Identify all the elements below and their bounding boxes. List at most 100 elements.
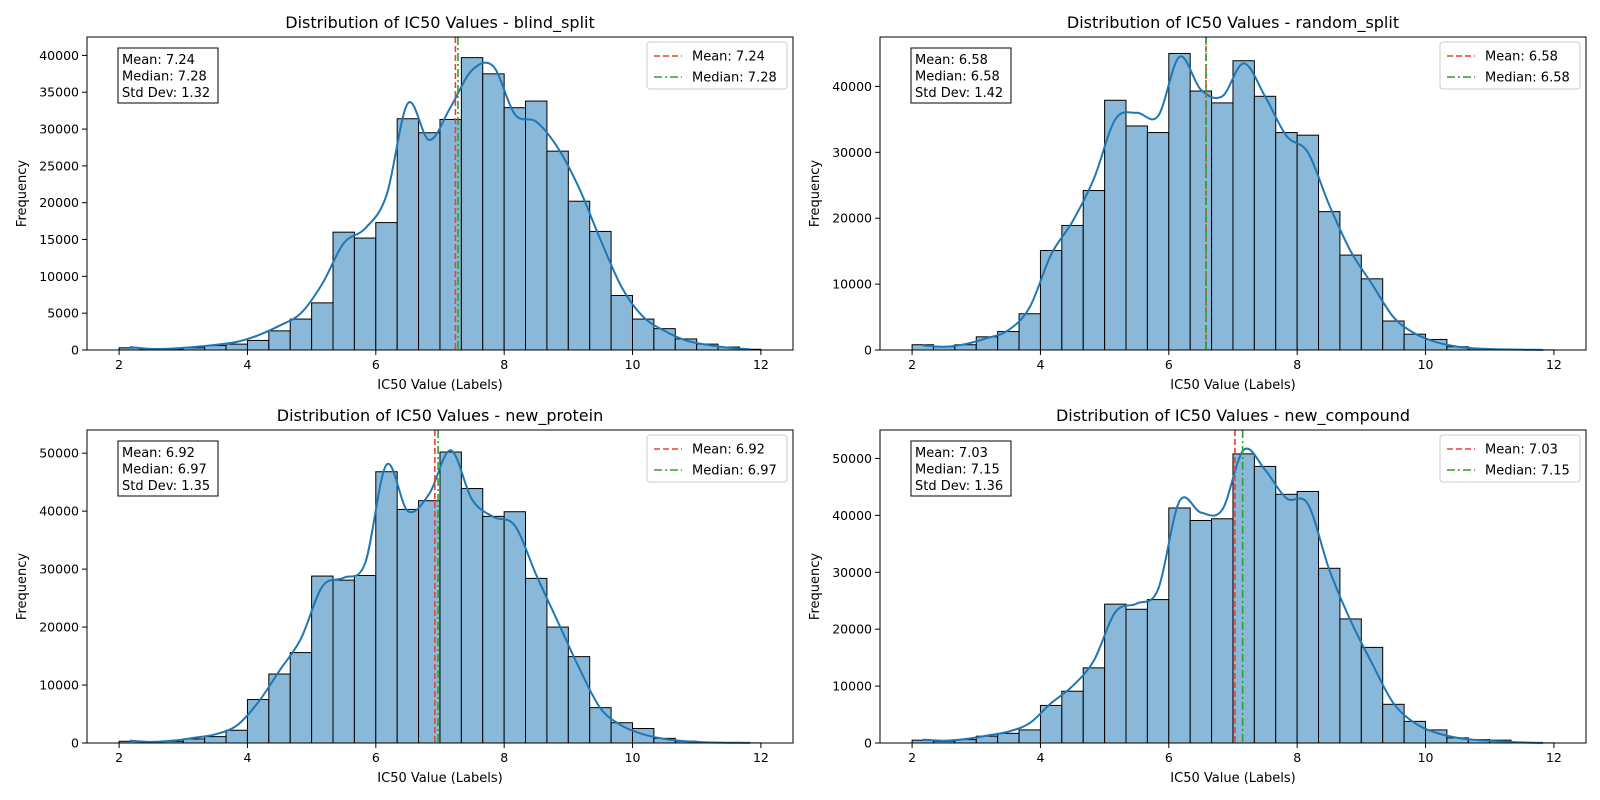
histogram-bar (589, 230, 612, 351)
histogram-bar (1061, 224, 1084, 351)
stats-line: Mean: 6.58 (915, 53, 988, 68)
x-tick-label: 6 (1165, 750, 1173, 765)
x-axis-label: IC50 Value (Labels) (1170, 771, 1295, 786)
legend-mean-label: Mean: 7.24 (692, 50, 765, 65)
y-tick-label: 0 (864, 343, 872, 358)
legend: Mean: 6.92 Median: 6.97 (646, 434, 788, 483)
x-tick-label: 6 (1165, 357, 1173, 372)
histogram-bar (1146, 599, 1170, 744)
histogram-bar (610, 295, 633, 351)
histogram-bar (1253, 465, 1277, 744)
y-axis-label: Frequency (15, 553, 30, 620)
stats-box-frame (910, 47, 1012, 104)
x-tick-label: 8 (500, 357, 508, 372)
y-tick-label: 20000 (832, 622, 872, 637)
histogram-bar (482, 73, 505, 351)
y-tick-label: 5000 (47, 306, 79, 321)
histogram-bar (1082, 667, 1106, 744)
histogram-bar (546, 626, 569, 744)
y-tick-label: 50000 (39, 446, 79, 461)
chart-panel-4: Distribution of IC50 Values - new_compou… (808, 406, 1587, 786)
histogram-bar (375, 222, 398, 351)
histogram-bar (289, 652, 313, 744)
y-tick-label: 30000 (39, 122, 79, 137)
stats-line: Mean: 7.24 (122, 53, 195, 68)
x-tick-label: 10 (625, 750, 641, 765)
x-tick-label: 2 (908, 357, 916, 372)
histogram-bar (332, 231, 355, 351)
x-tick-label: 4 (1036, 750, 1044, 765)
histogram-bar (1146, 132, 1170, 351)
stats-box-frame (117, 47, 219, 104)
histogram-bar (1168, 507, 1191, 744)
histogram-bar (289, 318, 313, 351)
x-axis-label: IC50 Value (Labels) (377, 378, 502, 393)
histogram-bar (311, 302, 334, 351)
legend-median-label: Median: 7.28 (692, 71, 777, 86)
kde-curve (129, 449, 751, 744)
x-axis-label: IC50 Value (Labels) (1170, 378, 1295, 393)
histogram-bar (1189, 519, 1213, 744)
stats-line: Median: 6.97 (122, 463, 207, 478)
histogram-bar (1382, 703, 1405, 744)
y-tick-label: 40000 (832, 79, 872, 94)
histogram-bar (246, 339, 270, 351)
histogram-bar (204, 736, 227, 744)
stats-line: Mean: 7.03 (915, 446, 988, 461)
histogram-bar (1082, 190, 1106, 351)
histogram-bar (1039, 249, 1063, 351)
histogram-bar (353, 574, 377, 744)
histogram-bars (911, 453, 1555, 744)
histogram-bar (1360, 278, 1384, 351)
histogram-bar (1061, 690, 1084, 744)
histogram-bars (118, 57, 762, 351)
histogram-bar (589, 707, 612, 744)
y-tick-label: 10000 (832, 679, 872, 694)
x-tick-label: 4 (243, 357, 251, 372)
histogram-bar (1296, 490, 1320, 744)
histogram-bar (418, 132, 441, 351)
chart-panel-1: Distribution of IC50 Values - blind_spli… (15, 13, 794, 393)
chart-title: Distribution of IC50 Values - blind_spli… (285, 13, 595, 33)
histogram-bar (396, 118, 420, 351)
x-tick-label: 2 (908, 750, 916, 765)
plot-frame (879, 36, 1587, 351)
plot-frame (879, 429, 1587, 744)
y-tick-label: 40000 (39, 48, 79, 63)
y-tick-label: 0 (71, 343, 79, 358)
chart-title: Distribution of IC50 Values - new_protei… (277, 406, 603, 426)
x-tick-label: 12 (753, 357, 769, 372)
chart-title: Distribution of IC50 Values - random_spl… (1067, 13, 1399, 33)
y-tick-label: 0 (71, 736, 79, 751)
histogram-bar (225, 343, 248, 351)
histogram-bar (268, 330, 291, 351)
histogram-bar (1232, 453, 1255, 744)
histogram-bar (997, 732, 1020, 744)
x-tick-label: 2 (115, 750, 123, 765)
histogram-bar (268, 673, 291, 744)
histogram-bar (1232, 60, 1255, 351)
histogram-bar (482, 515, 505, 744)
y-axis-label: Frequency (808, 160, 823, 227)
y-tick-label: 25000 (39, 158, 79, 173)
y-tick-label: 30000 (832, 145, 872, 160)
histogram-bar (246, 699, 270, 744)
y-axis-label: Frequency (808, 553, 823, 620)
histogram-bar (439, 451, 462, 744)
stats-box-frame (910, 440, 1012, 497)
histogram-bar (1211, 518, 1234, 744)
histogram-bar (503, 511, 527, 744)
histogram-bar (1125, 125, 1148, 351)
histogram-bar (353, 237, 377, 351)
stats-box-frame (117, 440, 219, 497)
histogram-bar (1403, 720, 1426, 744)
stats-line: Std Dev: 1.36 (915, 479, 1003, 494)
legend-mean-label: Mean: 7.03 (1485, 443, 1558, 458)
stats-line: Std Dev: 1.35 (122, 479, 210, 494)
x-tick-label: 10 (1418, 750, 1434, 765)
legend: Mean: 7.24 Median: 7.28 (646, 41, 788, 90)
kde-curve (129, 61, 751, 351)
